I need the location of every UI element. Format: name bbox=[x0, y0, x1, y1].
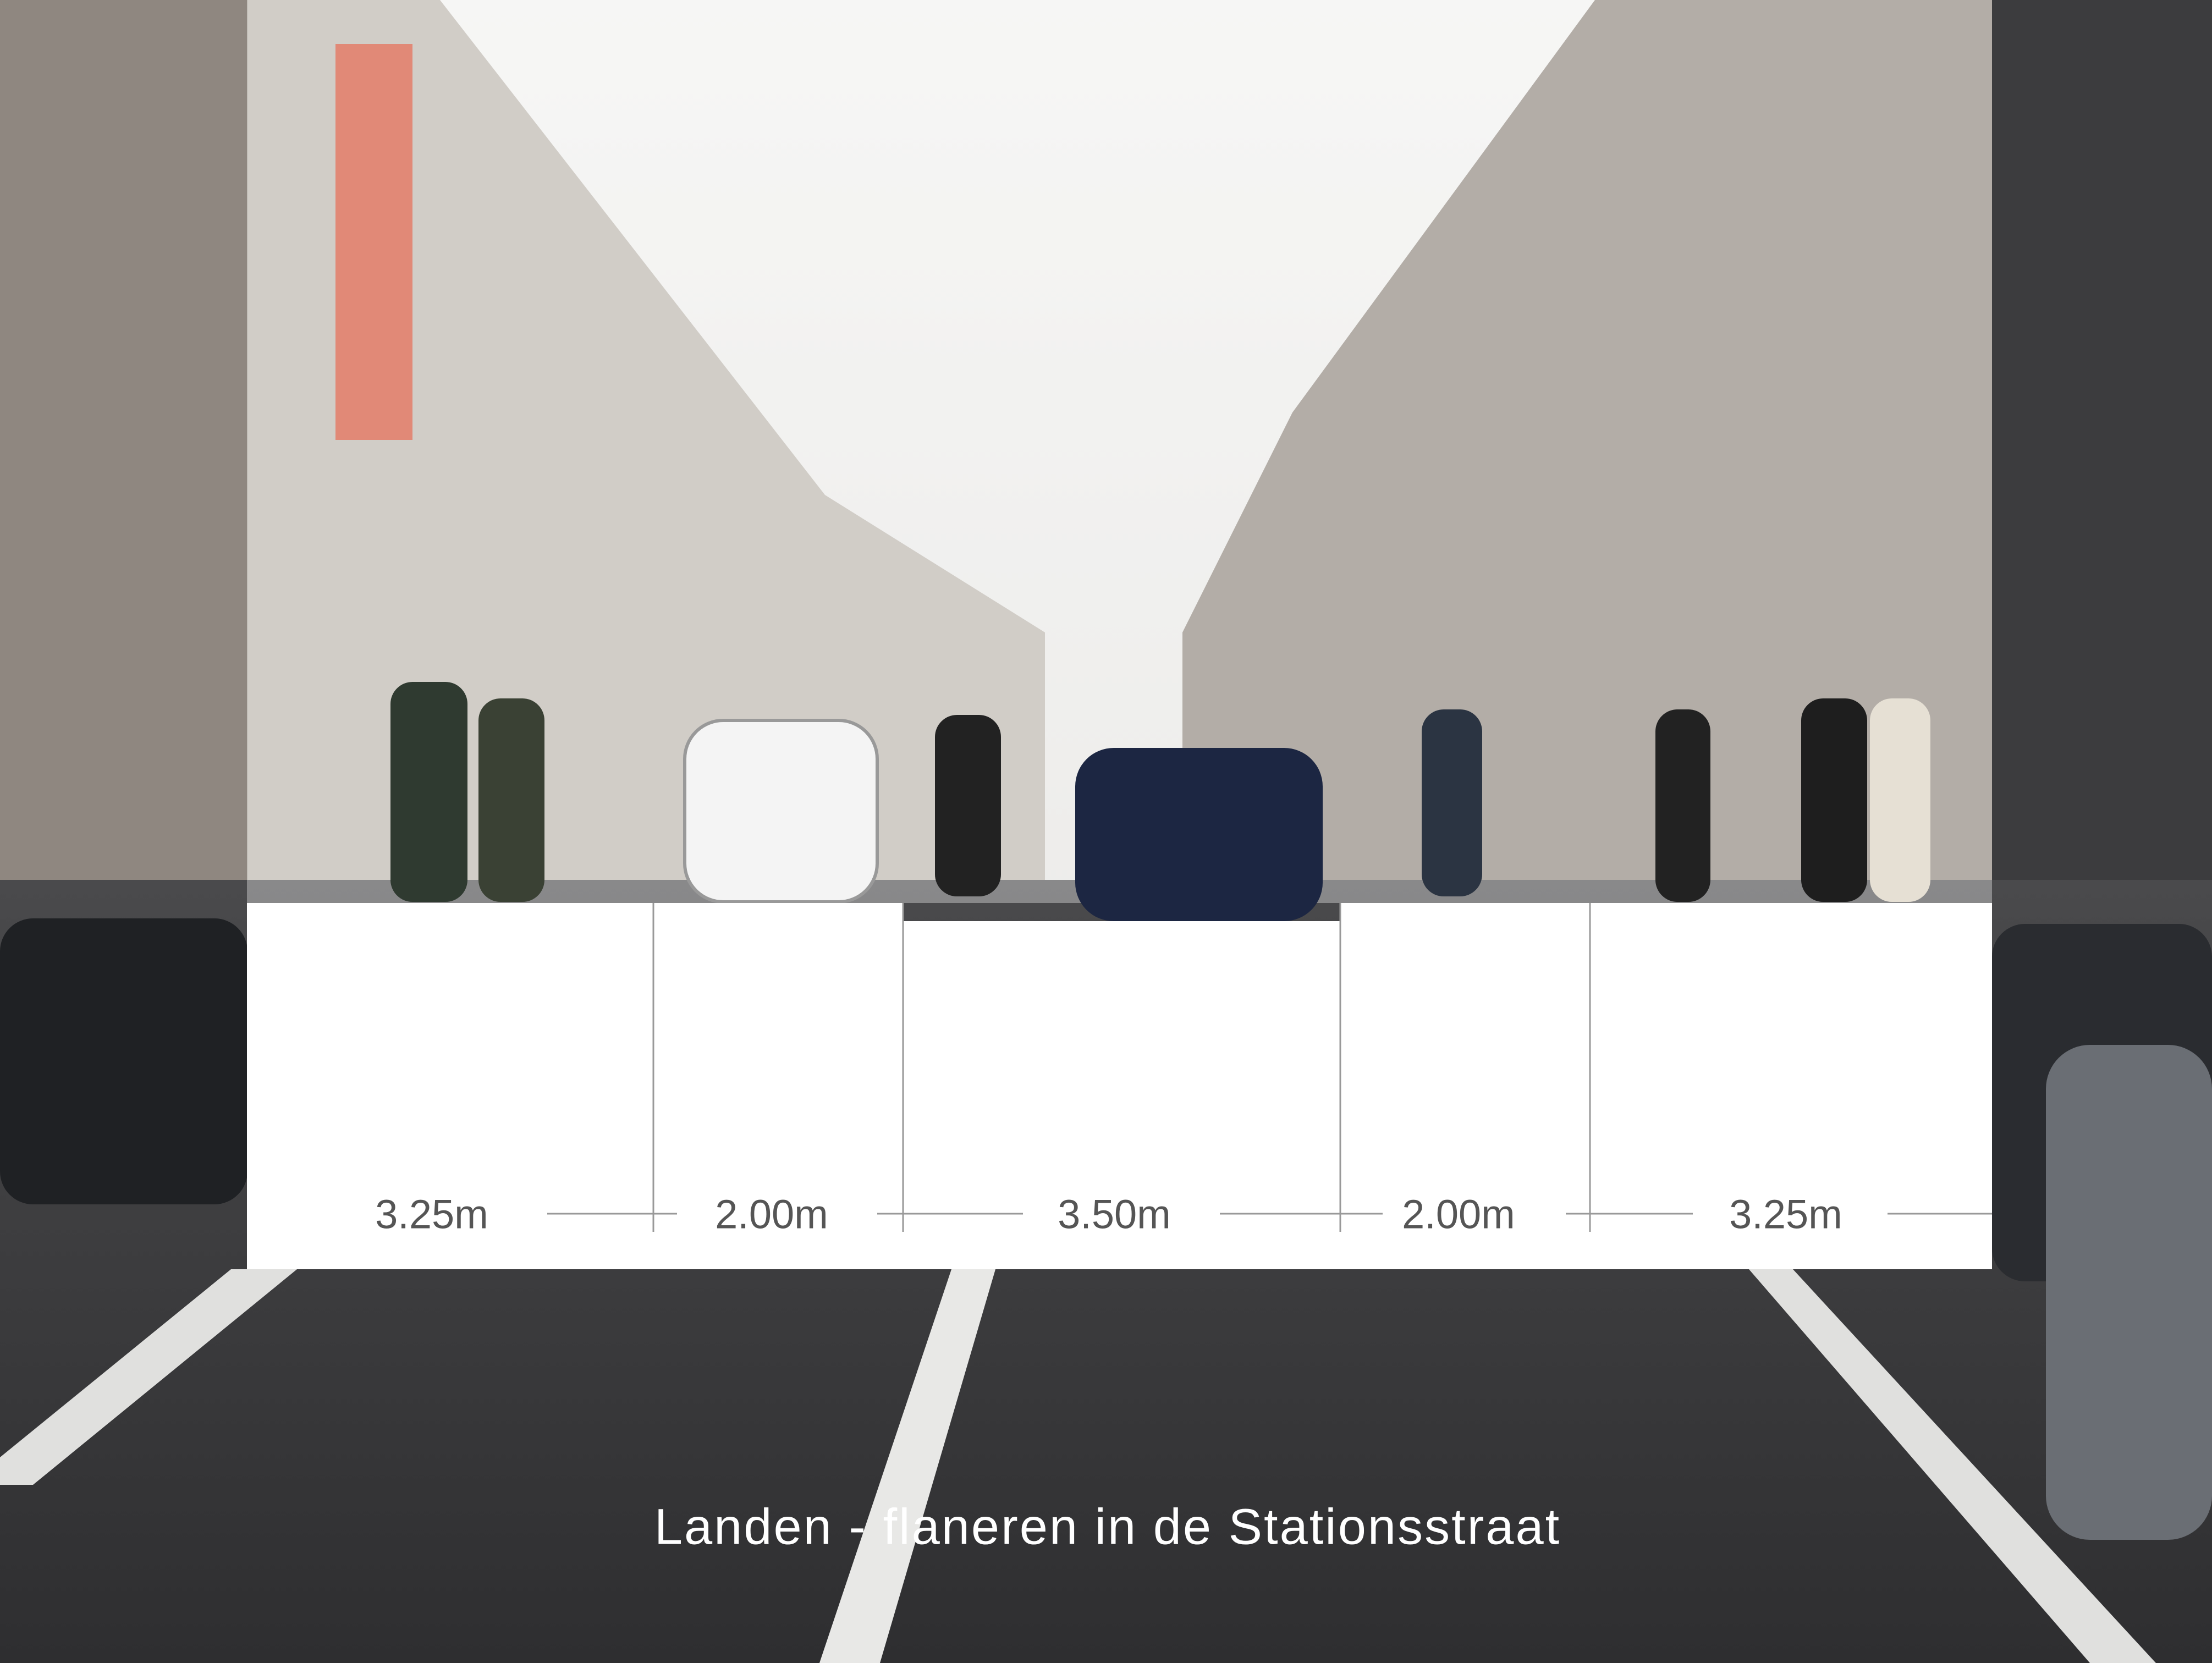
pedestrian bbox=[478, 698, 544, 902]
lane-width-label: 2.00m bbox=[715, 1192, 828, 1237]
left-facade bbox=[0, 0, 247, 907]
street-profile: 3.25m 2.00m 3.50m 2.00m 3.25m Landen - flane… bbox=[0, 0, 2212, 1663]
pedestrian bbox=[1655, 709, 1710, 902]
car-white bbox=[685, 720, 877, 902]
lane-width-label: 3.25m bbox=[1729, 1192, 1842, 1237]
title: Landen - flaneren in de Stationsstraat bbox=[654, 1499, 1561, 1555]
pedestrian bbox=[1870, 698, 1930, 902]
pedestrian bbox=[390, 682, 467, 902]
page: 3.25m 2.00m 3.50m 2.00m 3.25m Landen - flane… bbox=[0, 0, 2212, 1663]
lane-width-label: 2.00m bbox=[1402, 1192, 1515, 1237]
lane-width-label: 3.25m bbox=[375, 1192, 488, 1237]
cyclist bbox=[935, 715, 1001, 896]
parked-car bbox=[0, 918, 247, 1204]
car-blue bbox=[1075, 748, 1323, 921]
parked-car bbox=[2046, 1045, 2212, 1540]
lane-width-label: 3.50m bbox=[1058, 1192, 1171, 1237]
cyclist bbox=[1422, 709, 1482, 896]
right-facade bbox=[1992, 0, 2212, 907]
pedestrian bbox=[1801, 698, 1867, 902]
